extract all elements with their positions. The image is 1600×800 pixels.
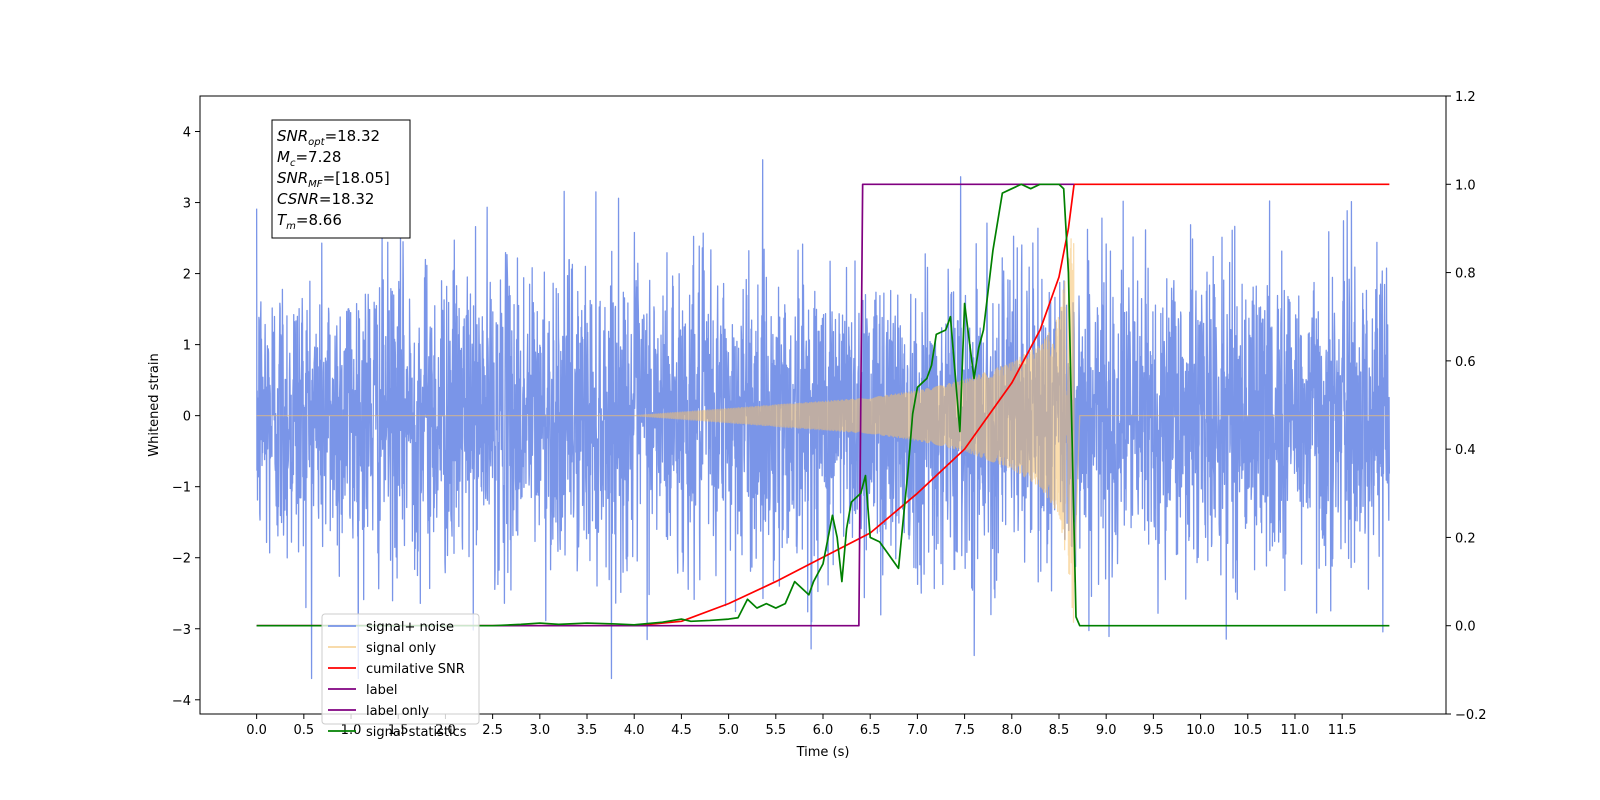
x-tick-label: 11.0 [1280,723,1309,738]
y-right-tick-label: 1.0 [1455,178,1476,193]
x-tick-label: 9.0 [1096,723,1117,738]
y-axis-right: −0.2 0.0 0.2 0.4 0.6 0.8 1.0 1.2 [1446,90,1487,723]
y-left-tick-label: 0 [183,410,191,425]
legend-frame [321,613,480,725]
y-left-tick-label: −3 [172,623,191,638]
y-left-tick-label: −1 [172,481,191,496]
x-axis: 0.0 0.5 1.0 1.5 2.0 2.5 3.0 3.5 4.0 4.5 5.0 5.5 6.0 6… [246,714,1357,738]
y-right-tick-label: 0.0 [1455,620,1476,635]
info-annotation-box: SNRopt=18.32Mc=7.28SNRMF=[18.05]CSNR=18.… [271,119,411,239]
legend-entry: signal+ noise [366,620,454,635]
series-line-1 [256,238,1390,623]
y-axis-label: Whitened strain [147,353,162,456]
y-left-tick-label: −4 [172,694,191,709]
x-tick-label: 7.5 [954,723,975,738]
info-box-frame [271,119,411,239]
y-right-tick-label: 1.2 [1455,90,1476,105]
y-right-tick-label: 0.2 [1455,531,1476,546]
x-tick-label: 4.0 [624,723,645,738]
y-right-tick-label: −0.2 [1455,708,1487,723]
info-line: CSNR=18.32 [277,190,374,208]
x-tick-label: 5.0 [718,723,739,738]
x-tick-label: 3.0 [529,723,550,738]
info-line: Mc=7.28 [277,148,341,169]
y-right-tick-label: 0.4 [1455,443,1476,458]
x-tick-label: 5.5 [765,723,786,738]
y-axis-left: −4 −3 −2 −1 0 1 2 3 4 [172,126,200,709]
x-tick-label: 6.0 [813,723,834,738]
legend-entry: signal statistics [366,725,467,740]
series-line-2 [256,183,1390,627]
info-line: SNRopt=18.32 [277,127,380,148]
legend-entry: label only [366,704,429,719]
info-line: SNRMF=[18.05] [277,169,390,190]
legend-entry: cumilative SNR [366,662,465,677]
x-tick-label: 9.5 [1143,723,1164,738]
legend-entry: signal only [366,641,436,656]
x-tick-label: 7.0 [907,723,928,738]
x-tick-label: 2.5 [482,723,503,738]
x-tick-label: 1.5 [388,723,409,738]
x-tick-label: 3.5 [577,723,598,738]
x-tick-label: 0.0 [246,723,267,738]
info-line: Tm=8.66 [277,211,342,232]
y-left-tick-label: −2 [172,552,191,567]
x-tick-label: 2.0 [435,723,456,738]
series-line-0 [255,159,1391,680]
x-tick-label: 8.0 [1001,723,1022,738]
x-tick-label: 6.5 [860,723,881,738]
x-tick-label: 11.5 [1328,723,1357,738]
y-right-tick-label: 0.8 [1455,267,1476,282]
legend-entry: label [366,683,397,698]
legend: signal+ noise signal only cumilative SNR la… [321,613,480,740]
y-left-tick-label: 2 [183,268,191,283]
x-axis-label: Time (s) [796,745,850,760]
y-right-tick-label: 0.6 [1455,355,1476,370]
series-line-5 [256,183,1390,627]
x-tick-label: 10.5 [1233,723,1262,738]
y-left-tick-label: 1 [183,339,191,354]
y-left-tick-label: 4 [183,126,191,141]
series-layer [255,159,1391,680]
x-tick-label: 8.5 [1049,723,1070,738]
y-left-tick-label: 3 [183,197,191,212]
x-tick-label: 10.0 [1186,723,1215,738]
x-tick-label: 0.5 [293,723,314,738]
series-line-3 [256,183,1075,627]
x-tick-label: 4.5 [671,723,692,738]
